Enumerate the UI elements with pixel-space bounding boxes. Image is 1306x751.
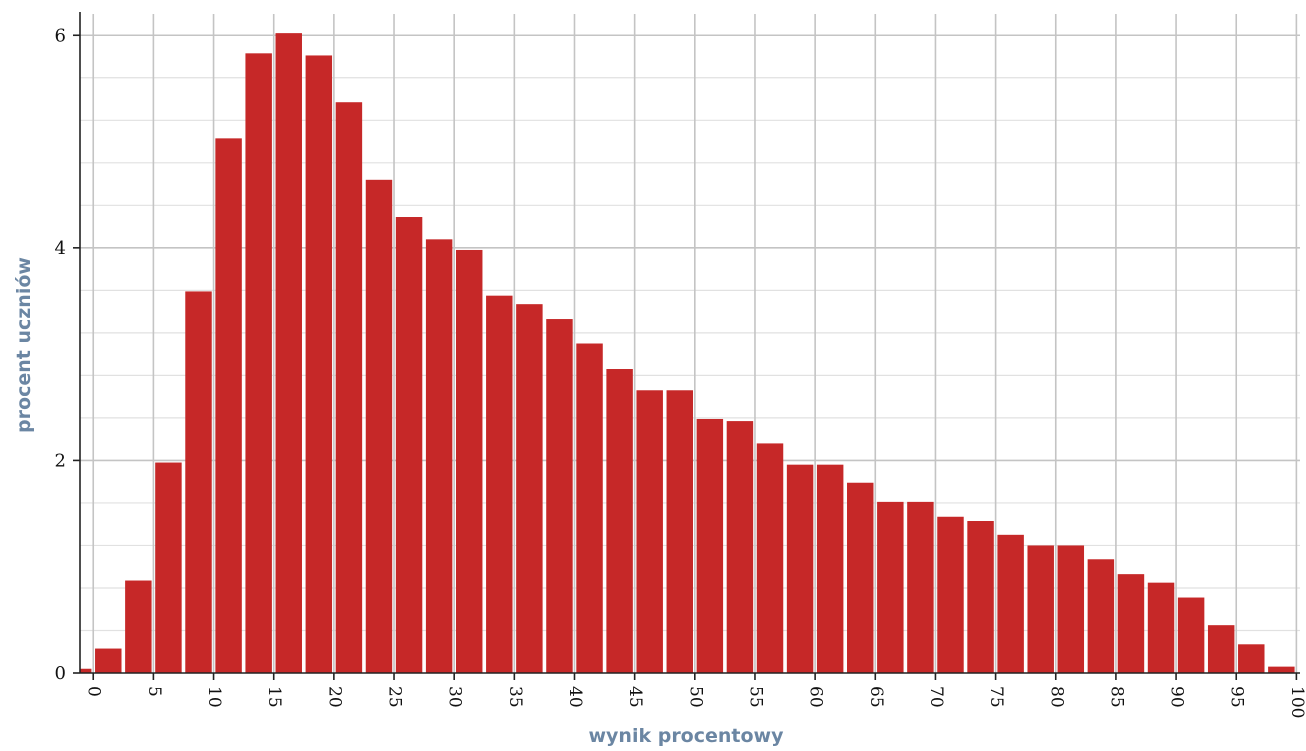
x-tick-label: 20 <box>324 686 344 708</box>
bar <box>696 418 724 673</box>
y-tick-label: 4 <box>55 238 66 259</box>
bar <box>1177 597 1205 673</box>
bar <box>486 295 513 673</box>
bar <box>155 462 182 673</box>
bar <box>907 501 934 673</box>
bar <box>95 648 122 673</box>
bar <box>305 55 333 673</box>
x-tick-label: 95 <box>1227 686 1247 708</box>
y-tick-label: 6 <box>55 25 66 46</box>
axes <box>73 12 1300 680</box>
bar <box>786 464 814 673</box>
x-tick-label: 85 <box>1106 686 1126 708</box>
y-tick-label: 2 <box>55 450 66 471</box>
bar <box>847 482 874 673</box>
bar <box>215 138 242 673</box>
x-axis-label: wynik procentowy <box>588 725 784 747</box>
x-tick-label: 0 <box>84 686 104 697</box>
x-tick-label: 100 <box>1287 686 1306 718</box>
x-tick-label: 75 <box>986 686 1006 708</box>
bar <box>576 343 603 673</box>
bar <box>516 304 543 673</box>
bar <box>1057 545 1085 673</box>
bar <box>877 501 904 673</box>
bar <box>1147 582 1175 673</box>
x-tick-labels: 0 5 10 15 20 25 30 35 40 45 50 55 60 65 70 75 80 85 90 95 10… <box>84 686 1306 718</box>
bar <box>967 521 994 673</box>
x-tick-label: 35 <box>505 686 525 708</box>
bar <box>395 217 423 673</box>
x-tick-label: 55 <box>745 686 765 708</box>
x-tick-label: 25 <box>385 686 405 708</box>
bar <box>606 369 633 673</box>
bar <box>546 319 573 673</box>
bar <box>756 443 784 673</box>
x-tick-label: 60 <box>806 686 826 708</box>
bar <box>1027 545 1054 673</box>
bar <box>365 179 393 673</box>
bar <box>1238 644 1265 673</box>
bar <box>666 390 694 673</box>
bar <box>1207 625 1235 673</box>
bar <box>636 390 663 673</box>
bar <box>997 534 1024 673</box>
x-tick-label: 15 <box>264 686 284 708</box>
bar <box>816 464 844 673</box>
x-tick-label: 30 <box>445 686 465 708</box>
bar <box>335 102 363 674</box>
bar <box>455 249 483 673</box>
bar <box>245 53 272 674</box>
x-tick-label: 10 <box>204 686 224 708</box>
bar <box>80 668 92 673</box>
y-tick-labels: 0 2 4 6 <box>55 25 66 684</box>
bars <box>80 33 1295 674</box>
bar <box>425 239 453 673</box>
bar <box>1087 559 1115 673</box>
y-tick-label: 0 <box>55 663 66 684</box>
bar <box>125 580 152 673</box>
bar <box>185 291 212 673</box>
x-tick-label: 80 <box>1046 686 1066 708</box>
x-tick-label: 50 <box>685 686 705 708</box>
x-tick-label: 5 <box>144 686 164 697</box>
y-axis-label: procent uczniów <box>13 257 35 433</box>
bar <box>275 33 302 673</box>
bar <box>1117 574 1145 673</box>
x-tick-label: 40 <box>565 686 585 708</box>
x-tick-label: 45 <box>625 686 645 708</box>
x-tick-label: 65 <box>866 686 886 708</box>
bar <box>1268 666 1295 673</box>
x-tick-label: 70 <box>926 686 946 708</box>
x-tick-label: 90 <box>1167 686 1187 708</box>
bar <box>726 421 754 673</box>
bar <box>937 516 964 673</box>
